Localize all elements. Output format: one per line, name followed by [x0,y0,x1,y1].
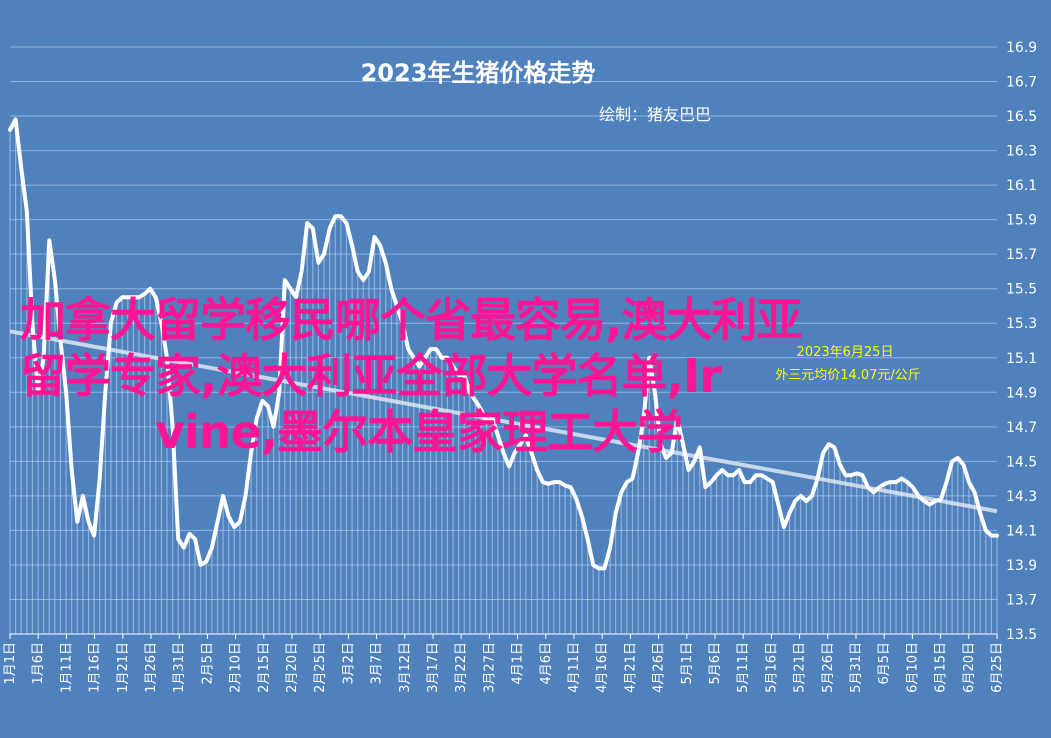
y-tick-label: 14.9 [1006,385,1037,401]
x-tick-label: 1月1日 [3,642,18,685]
x-tick-label: 2月25日 [313,642,328,693]
y-tick-label: 14.1 [1006,523,1037,539]
overlay-line-1: 加拿大留学移民哪个省最容易,澳大利亚 [20,293,802,347]
x-tick-label: 6月5日 [877,642,892,685]
x-tick-label: 4月26日 [652,642,667,693]
x-tick-label: 3月7日 [370,642,385,685]
y-tick-label: 13.9 [1006,558,1037,574]
y-tick-label: 15.5 [1006,282,1037,298]
y-tick-label: 14.3 [1006,489,1037,505]
trend-layer [9,329,998,514]
x-tick-label: 5月6日 [708,642,723,685]
x-tick-label: 5月31日 [849,642,864,693]
x-tick-label: 2月5日 [200,642,215,685]
area-fill-layer [9,119,998,634]
x-tick-label: 6月25日 [990,642,1005,693]
x-tick-label: 1月16日 [88,642,103,693]
x-tick-label: 4月1日 [511,642,526,685]
overlay-watermark-text: 加拿大留学移民哪个省最容易,澳大利亚 留学专家,澳大利亚全部大学名单,Ir vi… [20,292,1030,460]
x-tick-label: 5月26日 [821,642,836,693]
y-tick-label: 16.5 [1006,109,1037,125]
x-tick-label: 5月11日 [736,642,751,693]
chart-title: 2023年生猪价格走势 [361,59,596,87]
x-tick-label: 1月21日 [116,642,131,693]
y-tick-label: 14.5 [1006,454,1037,470]
overlay-line-2: 留学专家,澳大利亚全部大学名单,Ir [20,349,722,403]
x-tick-label: 6月10日 [905,642,920,693]
x-tick-label: 2月20日 [285,642,300,693]
x-tick-label: 6月15日 [934,642,949,693]
x-tick-label: 3月17日 [426,642,441,693]
annotation-date: 2023年6月25日 [797,345,894,360]
y-tick-label: 16.9 [1006,40,1037,56]
x-tick-label: 4月6日 [539,642,554,685]
y-tick-label: 15.9 [1006,213,1037,229]
y-tick-label: 13.7 [1006,592,1037,608]
series-line [8,117,999,571]
x-axis: 1月1日 1月6日 1月11日 1月16日 1月21日 1月26日 1月31日 2月5日 2月1… [3,634,1005,693]
y-tick-label: 16.1 [1006,178,1037,194]
annotation-price: 外三元均价14.07元/公斤 [775,368,921,383]
x-tick-label: 3月2日 [341,642,356,685]
chart-credit: 绘制：猪友巴巴 [599,105,711,124]
y-tick-label: 16.7 [1006,75,1037,91]
y-tick-label: 13.5 [1006,627,1037,643]
y-tick-label: 15.3 [1006,316,1037,332]
y-tick-label: 15.7 [1006,247,1037,263]
x-tick-label: 3月27日 [482,642,497,693]
x-tick-label: 4月16日 [595,642,610,693]
y-tick-label: 16.3 [1006,144,1037,160]
y-tick-label: 14.7 [1006,420,1037,436]
x-tick-label: 4月11日 [567,642,582,693]
x-tick-label: 5月1日 [680,642,695,685]
x-tick-label: 4月21日 [623,642,638,693]
y-axis: 13.5 13.7 13.9 14.1 14.3 14.5 14.7 14.9 15.1 15.3… [1006,40,1037,643]
x-tick-label: 5月21日 [793,642,808,693]
x-tick-label: 2月15日 [257,642,272,693]
x-tick-label: 1月31日 [172,642,187,693]
x-tick-label: 2月10日 [229,642,244,693]
overlay-line-3: vine,墨尔本皇家理工大学 [20,405,683,459]
y-tick-label: 15.1 [1006,351,1037,367]
x-tick-label: 3月12日 [398,642,413,693]
x-tick-label: 1月6日 [31,642,46,685]
x-tick-label: 3月22日 [454,642,469,693]
x-tick-label: 5月16日 [764,642,779,693]
x-tick-label: 6月20日 [962,642,977,693]
x-tick-label: 1月11日 [59,642,74,693]
line-layer [8,117,999,571]
trend-line [9,329,998,514]
x-tick-label: 1月26日 [144,642,159,693]
